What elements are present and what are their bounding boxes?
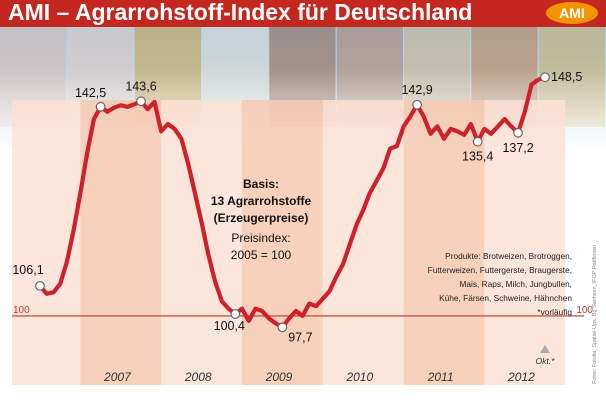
data-markers (35, 72, 550, 333)
title-bar (0, 0, 606, 27)
photo-credit: Fotos: Fotolia, Spatial-Ups, Bg Sachsen,… (592, 245, 598, 384)
products-line-5: *vorläufig (537, 307, 572, 317)
reference-label-left: 100 (13, 305, 30, 316)
basis-line-5: 2005 = 100 (231, 248, 292, 262)
year-band-2010 (322, 100, 404, 385)
ami-logo-text: AMI (559, 5, 585, 21)
data-marker-7 (513, 127, 523, 138)
data-label-4: 97,7 (288, 330, 312, 344)
data-label-5: 142,9 (401, 83, 432, 97)
products-line-4: Kühe, Färsen, Schweine, Hähnchen (439, 293, 572, 303)
products-line-2: Futterweizen, Futtergerste, Braugerste, (428, 265, 572, 275)
ami-logo: AMI (546, 2, 598, 24)
year-label-2008: 2008 (184, 370, 212, 384)
year-label-2009: 2009 (265, 370, 293, 384)
data-marker-4 (277, 322, 288, 333)
basis-line-2: 13 Agrarrohstoffe (211, 194, 312, 208)
basis-annotation: Basis: 13 Agrarrohstoffe (Erzeugerpreise… (211, 177, 312, 262)
products-line-1: Produkte: Brotweizen, Brotroggen, (445, 251, 572, 261)
okt-marker-icon (540, 345, 550, 353)
data-marker-1 (95, 101, 106, 112)
year-labels: 2007 2008 2009 2010 2011 2012 (103, 370, 535, 384)
year-band-2012 (484, 100, 566, 385)
year-label-2012: 2012 (507, 370, 535, 384)
basis-line-1: Basis: (243, 177, 279, 191)
data-label-2: 143,6 (125, 79, 156, 93)
year-label-2010: 2010 (345, 370, 373, 384)
data-labels: 106,1 142,5 143,6 100,4 97,7 142,9 135,4 137,2 1… (12, 70, 582, 344)
year-band-2007 (80, 100, 162, 385)
data-label-6: 135,4 (462, 150, 493, 164)
products-annotation: Produkte: Brotweizen, Brotroggen, Futter… (428, 251, 573, 317)
data-label-8: 148,5 (551, 70, 582, 84)
data-marker-6 (472, 136, 483, 147)
data-label-1: 142,5 (75, 86, 106, 100)
data-marker-3 (230, 309, 241, 319)
products-line-3: Mais, Raps, Milch, Jungbullen, (459, 279, 572, 289)
year-band-2008 (161, 100, 242, 385)
okt-label: Okt.* (536, 356, 556, 366)
year-band-2011 (403, 100, 485, 385)
data-label-0: 106,1 (12, 263, 43, 277)
data-label-7: 137,2 (502, 141, 533, 155)
data-marker-8 (540, 72, 550, 83)
year-label-2007: 2007 (103, 370, 132, 384)
data-label-3: 100,4 (214, 319, 245, 333)
basis-line-3: (Erzeugerpreise) (214, 211, 309, 225)
year-bands (12, 100, 566, 385)
basis-line-4: Preisindex: (231, 231, 290, 245)
year-band-2009 (242, 100, 323, 385)
data-marker-5 (412, 99, 423, 110)
ami-logo-badge (546, 2, 598, 24)
chart-title: AMI – Agrarrohstoff-Index für Deutschlan… (8, 0, 472, 25)
data-marker-0 (35, 281, 45, 291)
series-line (37, 75, 548, 330)
data-marker-2 (136, 96, 146, 107)
year-label-2011: 2011 (427, 370, 454, 384)
reference-label-right: 100 (576, 305, 593, 316)
